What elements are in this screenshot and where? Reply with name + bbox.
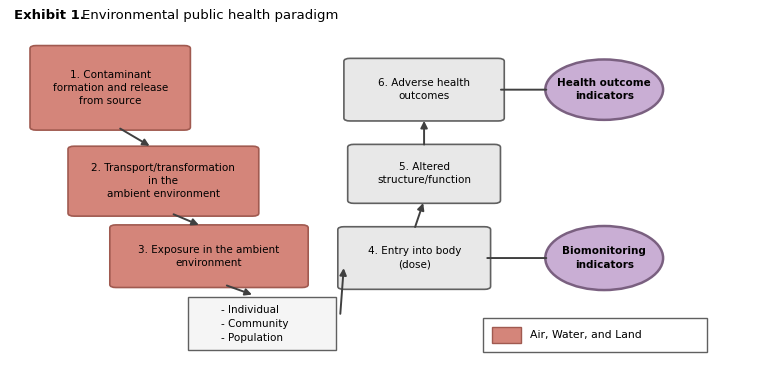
FancyBboxPatch shape [344, 58, 505, 121]
Text: Exhibit 1.: Exhibit 1. [14, 9, 84, 22]
Text: 1. Contaminant
formation and release
from source: 1. Contaminant formation and release fro… [52, 70, 168, 106]
Text: Biomonitoring
indicators: Biomonitoring indicators [562, 246, 646, 270]
Text: 6. Adverse health
outcomes: 6. Adverse health outcomes [378, 78, 470, 101]
Ellipse shape [546, 60, 663, 120]
Text: Health outcome
indicators: Health outcome indicators [557, 78, 651, 101]
FancyBboxPatch shape [68, 146, 258, 216]
Text: 3. Exposure in the ambient
environment: 3. Exposure in the ambient environment [138, 244, 280, 268]
Text: 5. Altered
structure/function: 5. Altered structure/function [377, 162, 471, 186]
FancyBboxPatch shape [337, 227, 491, 289]
FancyBboxPatch shape [483, 317, 707, 352]
FancyBboxPatch shape [30, 46, 190, 130]
Text: Air, Water, and Land: Air, Water, and Land [530, 330, 641, 340]
Ellipse shape [546, 226, 663, 290]
Text: 4. Entry into body
(dose): 4. Entry into body (dose) [368, 246, 461, 270]
FancyBboxPatch shape [188, 297, 336, 351]
FancyBboxPatch shape [110, 225, 309, 288]
FancyBboxPatch shape [492, 327, 521, 343]
Text: Environmental public health paradigm: Environmental public health paradigm [82, 9, 338, 22]
Text: - Individual
- Community
- Population: - Individual - Community - Population [221, 305, 288, 343]
FancyBboxPatch shape [347, 145, 501, 203]
Text: 2. Transport/transformation
in the
ambient environment: 2. Transport/transformation in the ambie… [91, 163, 236, 199]
